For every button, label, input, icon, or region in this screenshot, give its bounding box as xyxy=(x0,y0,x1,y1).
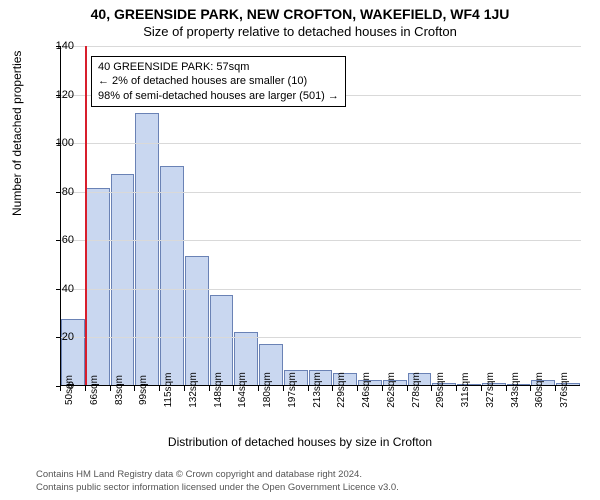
xtick-mark xyxy=(110,386,111,391)
xtick-label: 132sqm xyxy=(188,372,199,408)
xtick-label: 197sqm xyxy=(287,372,298,408)
xtick-label: 148sqm xyxy=(213,372,224,408)
xtick-mark xyxy=(159,386,160,391)
gridline-h xyxy=(61,192,581,193)
xtick-label: 311sqm xyxy=(460,373,471,408)
xtick-mark xyxy=(431,386,432,391)
histogram-bar xyxy=(86,188,110,385)
xtick-mark xyxy=(481,386,482,391)
ytick-label: 80 xyxy=(34,186,74,198)
xtick-label: 262sqm xyxy=(386,372,397,408)
ytick-label: 120 xyxy=(34,89,74,101)
xtick-mark xyxy=(332,386,333,391)
credits-line-1: Contains HM Land Registry data © Crown c… xyxy=(36,469,399,481)
credits-text: Contains HM Land Registry data © Crown c… xyxy=(36,469,399,494)
plot-region: 40 GREENSIDE PARK: 57sqm← 2% of detached… xyxy=(60,46,580,386)
xtick-mark xyxy=(209,386,210,391)
xtick-mark xyxy=(357,386,358,391)
gridline-h xyxy=(61,240,581,241)
xtick-mark xyxy=(530,386,531,391)
histogram-bar xyxy=(135,113,159,385)
xtick-label: 66sqm xyxy=(89,375,100,405)
annotation-box: 40 GREENSIDE PARK: 57sqm← 2% of detached… xyxy=(91,56,346,107)
xtick-label: 360sqm xyxy=(534,372,545,408)
ytick-label: 100 xyxy=(34,137,74,149)
histogram-bar xyxy=(185,256,209,385)
xtick-label: 295sqm xyxy=(435,372,446,408)
xtick-label: 343sqm xyxy=(510,372,521,408)
xtick-mark xyxy=(456,386,457,391)
xtick-label: 180sqm xyxy=(262,372,273,408)
xtick-mark xyxy=(308,386,309,391)
annotation-line-1: 40 GREENSIDE PARK: 57sqm xyxy=(98,60,339,74)
xtick-mark xyxy=(258,386,259,391)
ytick-label: 60 xyxy=(34,234,74,246)
gridline-h xyxy=(61,143,581,144)
annotation-line-3: 98% of semi-detached houses are larger (… xyxy=(98,89,339,103)
xtick-mark xyxy=(134,386,135,391)
ytick-label: 0 xyxy=(34,380,74,392)
ytick-label: 40 xyxy=(34,283,74,295)
xtick-mark xyxy=(233,386,234,391)
gridline-h xyxy=(61,337,581,338)
xtick-mark xyxy=(407,386,408,391)
xtick-mark xyxy=(283,386,284,391)
credits-line-2: Contains public sector information licen… xyxy=(36,482,399,494)
xtick-label: 376sqm xyxy=(559,372,570,408)
histogram-bar xyxy=(111,174,135,385)
xtick-mark xyxy=(382,386,383,391)
page-title-address: 40, GREENSIDE PARK, NEW CROFTON, WAKEFIE… xyxy=(0,0,600,22)
xtick-label: 115sqm xyxy=(163,373,174,408)
xtick-label: 229sqm xyxy=(336,372,347,408)
ytick-label: 140 xyxy=(34,40,74,52)
x-axis-label: Distribution of detached houses by size … xyxy=(0,435,600,449)
xtick-label: 213sqm xyxy=(312,372,323,408)
page-subtitle: Size of property relative to detached ho… xyxy=(0,22,600,39)
ytick-label: 20 xyxy=(34,331,74,343)
gridline-h xyxy=(61,289,581,290)
xtick-label: 83sqm xyxy=(114,375,125,405)
xtick-mark xyxy=(184,386,185,391)
xtick-label: 327sqm xyxy=(485,372,496,408)
gridline-h xyxy=(61,46,581,47)
xtick-mark xyxy=(555,386,556,391)
xtick-label: 99sqm xyxy=(138,375,149,405)
property-marker-line xyxy=(85,46,87,385)
xtick-label: 278sqm xyxy=(411,372,422,408)
xtick-label: 246sqm xyxy=(361,372,372,408)
histogram-bar xyxy=(160,166,184,385)
chart-area: 40 GREENSIDE PARK: 57sqm← 2% of detached… xyxy=(60,46,580,416)
annotation-line-2: ← 2% of detached houses are smaller (10) xyxy=(98,74,339,88)
xtick-mark xyxy=(85,386,86,391)
xtick-mark xyxy=(506,386,507,391)
xtick-label: 164sqm xyxy=(237,372,248,408)
y-axis-label: Number of detached properties xyxy=(10,51,24,216)
